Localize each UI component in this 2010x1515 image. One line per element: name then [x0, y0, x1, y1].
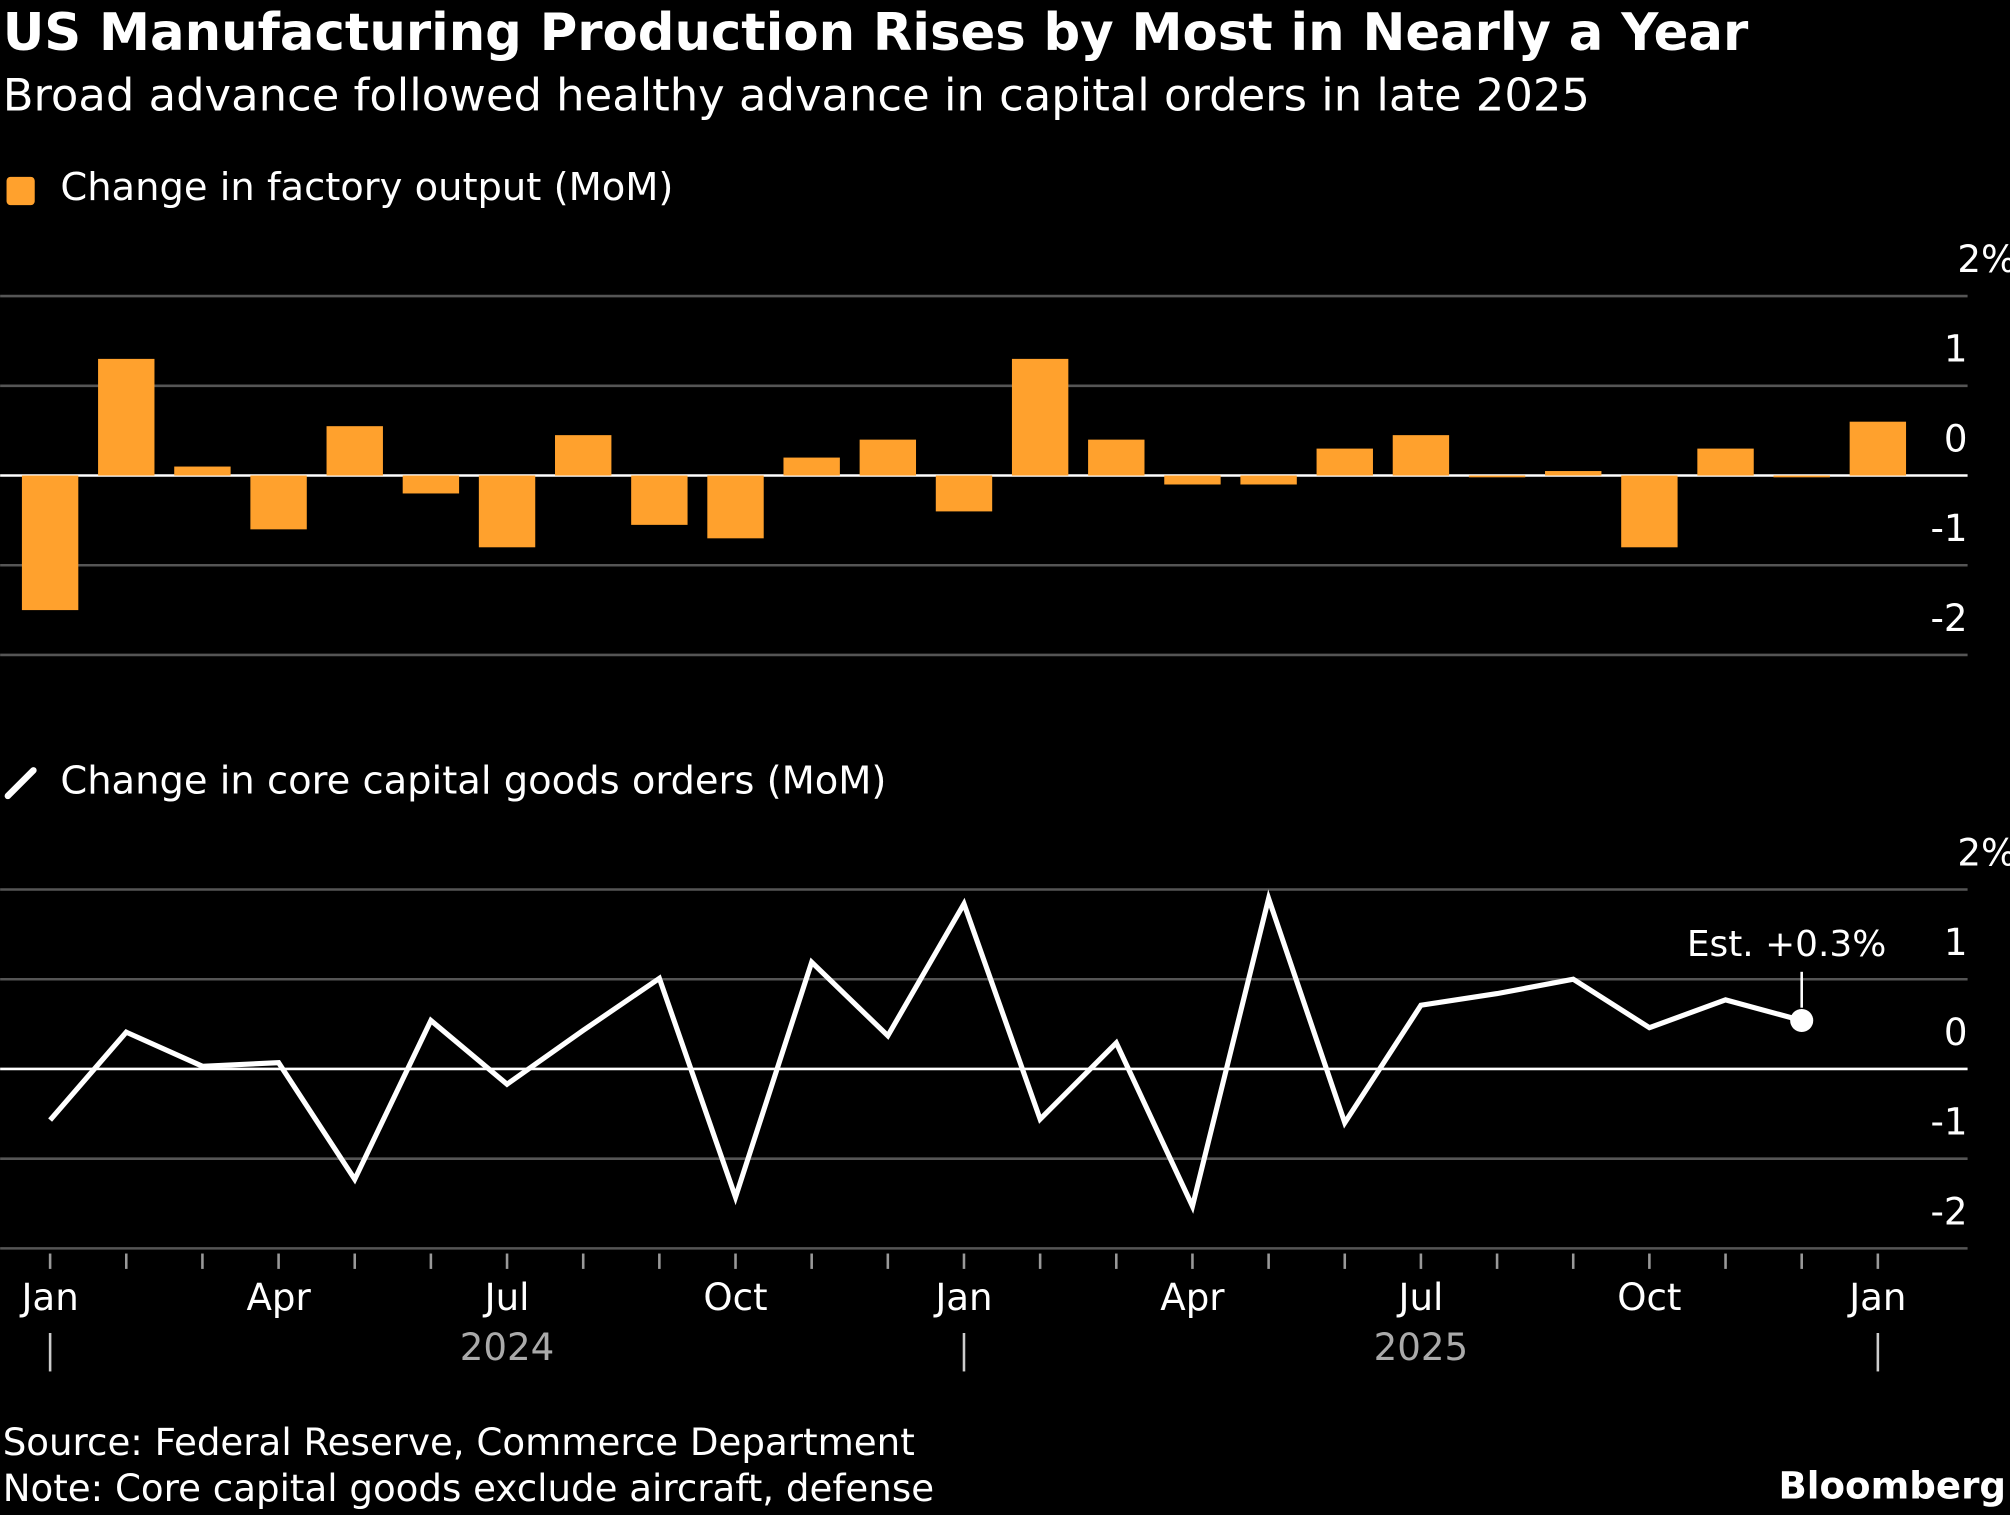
- y-tick-label: -1: [1931, 1100, 1968, 1144]
- y-tick-label: -2: [1931, 596, 1968, 640]
- legend-swatch: [4, 767, 37, 800]
- bar: [707, 475, 764, 539]
- y-tick-label: 1: [1944, 327, 1968, 371]
- bar: [631, 475, 688, 525]
- bar: [1316, 448, 1373, 476]
- bar: [326, 426, 383, 476]
- bar: [1011, 358, 1069, 476]
- x-tick-label: Oct: [1617, 1275, 1681, 1319]
- bar: [1240, 475, 1297, 485]
- bar: [1164, 475, 1221, 485]
- bar: [935, 475, 993, 512]
- bar: [21, 475, 79, 611]
- bar: [783, 457, 840, 476]
- y-tick-label: 0: [1944, 416, 1968, 460]
- y-tick-label: 2%: [1957, 237, 2010, 281]
- bar: [1773, 475, 1830, 478]
- y-tick-label: 0: [1944, 1010, 1968, 1054]
- legend-swatch: [6, 176, 35, 206]
- bar: [1468, 475, 1526, 478]
- bar: [98, 358, 155, 476]
- line: [48, 889, 1803, 1214]
- y-tick-label: 2%: [1957, 830, 2010, 874]
- chart-subtitle: Broad advance followed healthy advance i…: [3, 69, 1590, 122]
- end-dot: [1790, 1008, 1814, 1033]
- bar: [1849, 421, 1907, 476]
- legend-label: Change in factory output (MoM): [60, 165, 673, 210]
- x-tick-label: Jan: [19, 1275, 78, 1319]
- y-tick-label: 1: [1944, 920, 1968, 964]
- bar: [1392, 435, 1450, 476]
- bar: [1545, 471, 1602, 476]
- x-tick-label: Jan: [933, 1275, 992, 1319]
- source: Source: Federal Reserve, Commerce Depart…: [3, 1420, 915, 1464]
- bar: [859, 439, 917, 476]
- bar: [402, 475, 460, 494]
- bar: [1088, 439, 1145, 476]
- annotation: Est. +0.3%: [1687, 924, 1886, 965]
- brand: Bloomberg: [1778, 1464, 2006, 1508]
- x-tick-label: Jan: [1847, 1275, 1906, 1319]
- x-tick-label: Jul: [1396, 1275, 1443, 1319]
- x-tick-label: Jul: [483, 1275, 530, 1319]
- x-tick-label: Apr: [246, 1275, 311, 1319]
- x-tick-label: Apr: [1160, 1275, 1225, 1319]
- bar: [1697, 448, 1754, 476]
- bar: [555, 435, 612, 476]
- year-label: 2025: [1374, 1325, 1469, 1369]
- y-tick-label: -1: [1931, 506, 1968, 550]
- year-label: 2024: [460, 1325, 555, 1369]
- chart-title: US Manufacturing Production Rises by Mos…: [3, 3, 1749, 63]
- bar: [250, 475, 307, 530]
- bar: [174, 466, 231, 476]
- legend-label: Change in core capital goods orders (MoM…: [60, 759, 886, 804]
- y-tick-label: -2: [1931, 1189, 1968, 1233]
- note: Note: Core capital goods exclude aircraf…: [3, 1466, 934, 1510]
- bar: [478, 475, 536, 548]
- bar: [1621, 475, 1678, 548]
- x-tick-label: Oct: [703, 1275, 767, 1319]
